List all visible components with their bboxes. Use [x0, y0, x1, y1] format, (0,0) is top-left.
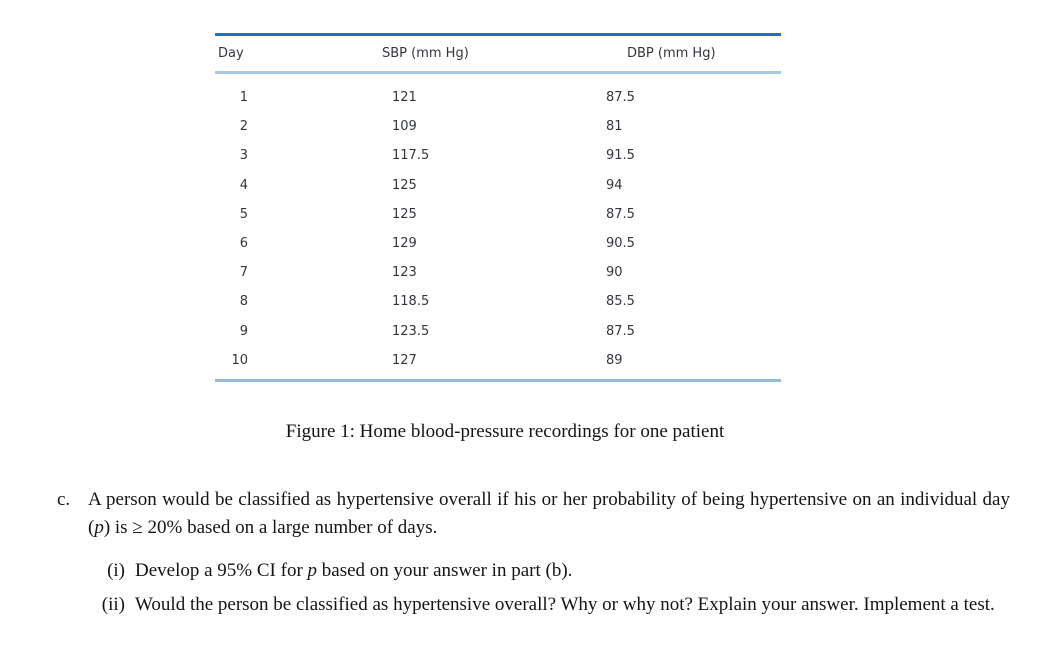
table-row: 2 109 81	[215, 112, 781, 141]
cell-dbp: 89	[606, 352, 623, 368]
item-c-label: c.	[57, 489, 71, 510]
question-item-c: c. A person would be classified as hyper…	[57, 486, 1010, 542]
cell-sbp: 121	[392, 90, 417, 106]
cell-sbp: 109	[392, 119, 417, 135]
question-item-ii: (ii) Would the person be classified as h…	[57, 591, 1010, 619]
table-rule-bottom	[215, 378, 781, 382]
item-c-text: A person would be classified as hyperten…	[88, 486, 1010, 542]
table-row: 8 118.5 85.5	[215, 287, 781, 316]
cell-dbp: 85.5	[606, 294, 635, 310]
item-i-text-part1: Develop a 95% CI for	[135, 560, 308, 581]
item-c-text-part1: A person would be classified as hyperten…	[88, 489, 1010, 538]
table-row: 1 121 87.5	[215, 83, 781, 112]
figure-caption: Figure 1: Home blood-pressure recordings…	[285, 421, 725, 442]
cell-dbp: 87.5	[606, 90, 635, 106]
table-row: 7 123 90	[215, 258, 781, 287]
cell-dbp: 90.5	[606, 236, 635, 252]
item-ii-label: (ii)	[101, 594, 125, 615]
item-c-text-part2: ) is ≥ 20% based on a large number of da…	[103, 517, 438, 538]
cell-sbp: 123	[392, 265, 417, 281]
item-c-variable-p: p	[94, 517, 104, 538]
cell-dbp: 87.5	[606, 323, 635, 339]
item-i-text-part2: based on your answer in part (b).	[317, 560, 573, 581]
cell-dbp: 81	[606, 119, 623, 135]
table-rule-top	[215, 33, 781, 36]
cell-day: 9	[239, 323, 248, 339]
question-sub-items: (i) Develop a 95% CI for p based on your…	[57, 557, 1010, 619]
table-rule-header	[215, 71, 781, 74]
item-i-variable-p: p	[307, 560, 318, 581]
cell-day: 2	[239, 119, 248, 135]
cell-sbp: 123.5	[392, 323, 430, 339]
table-row: 10 127 89	[215, 346, 781, 375]
table-row: 9 123.5 87.5	[215, 317, 781, 346]
cell-day: 4	[239, 177, 248, 193]
table-row: 5 125 87.5	[215, 200, 781, 229]
question-block: c. A person would be classified as hyper…	[57, 486, 1010, 619]
table-row: 3 117.5 91.5	[215, 141, 781, 170]
cell-sbp: 127	[392, 352, 417, 368]
cell-dbp: 90	[606, 265, 623, 281]
blood-pressure-table: Day SBP (mm Hg) DBP (mm Hg) 1 121 87.5 2…	[215, 33, 781, 382]
cell-day: 3	[239, 148, 248, 164]
cell-day: 1	[239, 90, 248, 106]
cell-sbp: 125	[392, 206, 417, 222]
column-header-dbp: DBP (mm Hg)	[627, 46, 716, 61]
cell-sbp: 117.5	[392, 148, 430, 164]
cell-day: 7	[239, 265, 248, 281]
cell-dbp: 94	[606, 177, 623, 193]
question-item-i: (i) Develop a 95% CI for p based on your…	[57, 557, 1010, 585]
cell-day: 8	[239, 294, 248, 310]
cell-day: 10	[231, 352, 248, 368]
column-header-day: Day	[218, 46, 244, 61]
table-row: 4 125 94	[215, 171, 781, 200]
cell-dbp: 91.5	[606, 148, 635, 164]
cell-day: 5	[239, 206, 248, 222]
cell-day: 6	[239, 236, 248, 252]
item-i-text: Develop a 95% CI for p based on your ans…	[135, 557, 1010, 585]
cell-sbp: 129	[392, 236, 417, 252]
cell-dbp: 87.5	[606, 206, 635, 222]
table-body: 1 121 87.5 2 109 81 3 117.5 91.5 4 125 9…	[215, 74, 781, 375]
item-i-label: (i)	[107, 560, 125, 581]
item-ii-text: Would the person be classified as hypert…	[135, 594, 995, 615]
column-header-sbp: SBP (mm Hg)	[382, 46, 469, 61]
table-row: 6 129 90.5	[215, 229, 781, 258]
cell-sbp: 125	[392, 177, 417, 193]
table-header-row: Day SBP (mm Hg) DBP (mm Hg)	[215, 36, 781, 71]
cell-sbp: 118.5	[392, 294, 430, 310]
